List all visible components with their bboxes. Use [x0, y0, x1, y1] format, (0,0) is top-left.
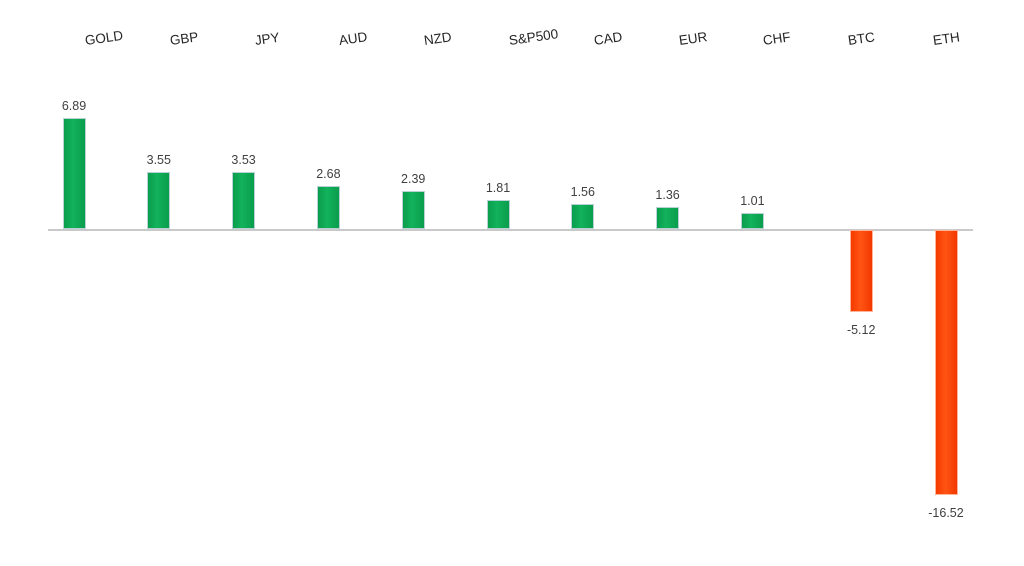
- bar-value-label: 3.55: [146, 153, 171, 168]
- bar-nzd: [401, 190, 425, 229]
- x-axis-line: [48, 229, 973, 231]
- category-label: GOLD: [83, 27, 124, 48]
- bar-chf: [740, 212, 764, 229]
- category-label: CAD: [592, 29, 624, 48]
- category-label: JPY: [253, 29, 281, 48]
- bar-value-label: 3.53: [231, 153, 256, 168]
- bar-aud: [316, 185, 340, 229]
- category-label: EUR: [677, 29, 708, 48]
- bar-value-label: 2.68: [316, 166, 341, 181]
- category-label: CHF: [762, 29, 792, 48]
- category-label: GBP: [168, 29, 200, 48]
- bar-gbp: [147, 172, 171, 229]
- bar-value-label: 1.01: [740, 193, 765, 208]
- category-label: NZD: [423, 29, 453, 48]
- bar-eur: [656, 207, 680, 229]
- bar-value-label: -16.52: [928, 506, 964, 521]
- bar-value-label: -5.12: [846, 323, 876, 338]
- bar-value-label: 1.36: [655, 188, 680, 203]
- bar-btc: [849, 230, 873, 313]
- bar-value-label: 2.39: [401, 171, 426, 186]
- category-label: AUD: [338, 29, 369, 48]
- bar-jpy: [232, 172, 256, 229]
- bar-cad: [571, 203, 595, 229]
- bar-eth: [934, 230, 958, 496]
- bar-gold: [62, 118, 86, 229]
- category-label: ETH: [931, 29, 961, 48]
- bar-sp500: [486, 199, 510, 229]
- category-label: S&P500: [507, 26, 560, 48]
- bar-value-label: 6.89: [61, 99, 87, 114]
- bar-value-label: 1.81: [485, 180, 511, 195]
- bar-value-label: 1.56: [570, 184, 595, 199]
- category-label: BTC: [847, 29, 876, 48]
